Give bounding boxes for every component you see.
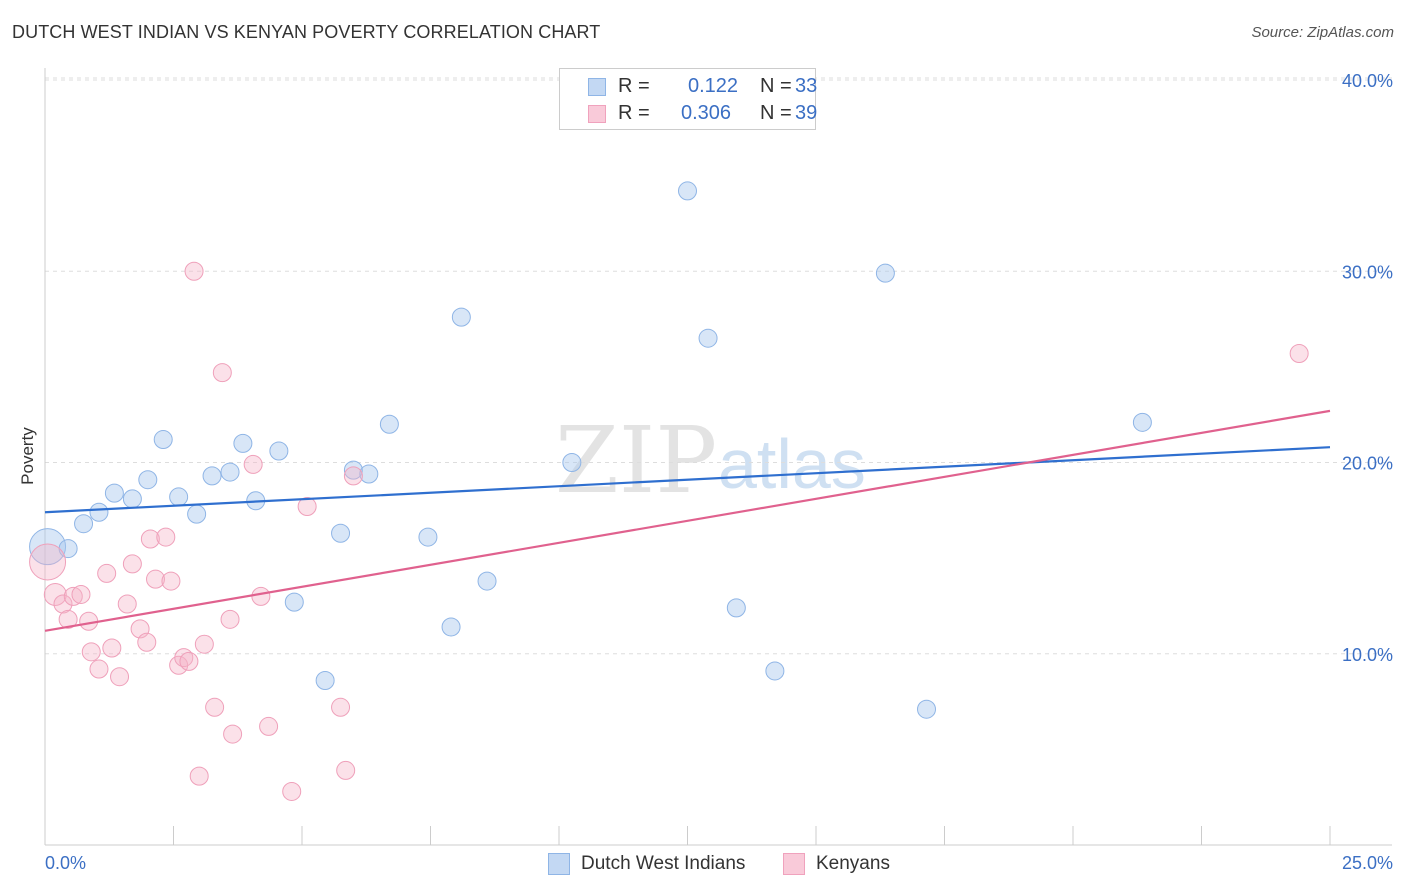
data-point: [146, 569, 166, 589]
data-point: [97, 563, 117, 583]
data-point: [1132, 412, 1152, 432]
data-point: [122, 554, 142, 574]
data-point: [284, 592, 304, 612]
data-point: [205, 697, 225, 717]
stats-legend: R = 0.122 N = 33 R = 0.306 N = 39: [559, 68, 818, 130]
data-point: [765, 661, 785, 681]
watermark-zip: ZIP: [555, 407, 717, 514]
data-point: [194, 634, 214, 654]
y-tick-label: 10.0%: [1342, 645, 1393, 665]
data-point: [89, 502, 109, 522]
data-point: [189, 766, 209, 786]
data-point: [71, 584, 91, 604]
data-point: [678, 181, 697, 201]
data-point: [212, 363, 232, 383]
data-point: [331, 697, 351, 717]
data-point: [53, 594, 73, 614]
watermark-atlas: atlas: [718, 425, 866, 503]
y-tick-label: 30.0%: [1342, 262, 1393, 282]
data-point: [117, 594, 137, 614]
data-point: [698, 328, 718, 348]
data-point: [220, 462, 240, 482]
data-point: [331, 523, 351, 543]
data-point: [43, 582, 67, 606]
data-point: [379, 414, 399, 434]
y-tick-label: 20.0%: [1342, 454, 1393, 474]
data-point: [917, 699, 937, 719]
legend-swatch-dutch-west-indians: [588, 78, 606, 96]
data-point: [156, 527, 176, 547]
data-point: [451, 307, 471, 327]
legend-r-value: 0.122: [688, 75, 739, 97]
legend-r-value: 0.306: [681, 102, 732, 124]
data-point: [29, 528, 67, 566]
data-point: [102, 638, 122, 658]
data-point: [29, 543, 67, 581]
data-point: [441, 617, 461, 637]
legend-n-label: N =: [760, 102, 792, 124]
legend-n-value: 33: [795, 75, 818, 97]
data-point: [153, 430, 173, 450]
data-point: [81, 642, 101, 662]
y-tick-label: 40.0%: [1342, 71, 1393, 91]
trendline-kenyans: [44, 409, 1331, 632]
data-point: [184, 261, 204, 281]
series-kenyans: [29, 261, 1309, 801]
x-tick-label: 25.0%: [1342, 853, 1393, 873]
data-point: [282, 781, 302, 801]
data-point: [243, 454, 263, 474]
data-point: [223, 724, 243, 744]
data-point: [343, 460, 363, 480]
data-point: [174, 648, 194, 668]
data-point: [161, 571, 181, 591]
data-point: [418, 527, 438, 547]
bottom-legend-label: Dutch West Indians: [581, 853, 746, 874]
data-point: [220, 609, 240, 629]
data-point: [297, 496, 317, 516]
legend-swatch-kenyans: [588, 105, 606, 123]
bottom-legend-label: Kenyans: [816, 853, 890, 874]
legend-r-label: R =: [618, 102, 650, 124]
data-point: [187, 504, 207, 524]
data-point: [137, 632, 157, 652]
data-point: [336, 760, 356, 780]
data-point: [251, 586, 271, 606]
data-point: [58, 609, 78, 629]
chart-title: DUTCH WEST INDIAN VS KENYAN POVERTY CORR…: [12, 22, 601, 42]
data-point: [179, 651, 199, 671]
data-point: [1289, 343, 1309, 363]
data-point: [202, 466, 222, 486]
legend-n-label: N =: [760, 75, 792, 97]
data-point: [74, 514, 94, 534]
data-point: [259, 716, 279, 736]
data-point: [233, 433, 253, 453]
legend-n-value: 39: [795, 102, 818, 124]
data-point: [89, 659, 109, 679]
data-point: [359, 464, 379, 484]
data-point: [110, 667, 130, 687]
bottom-legend-swatch-kenyans: [783, 853, 805, 875]
data-point: [562, 453, 582, 472]
data-point: [138, 470, 158, 490]
data-point: [122, 489, 142, 509]
bottom-legend-swatch-dutch-west-indians: [548, 853, 570, 875]
x-tick-label: 0.0%: [45, 853, 86, 873]
data-point: [63, 586, 83, 606]
data-point: [315, 671, 335, 691]
data-point: [726, 598, 746, 618]
series-dutch-west-indians: [29, 181, 1152, 719]
data-point: [343, 466, 363, 486]
data-point: [104, 483, 124, 503]
data-point: [269, 441, 289, 461]
data-point: [140, 529, 160, 549]
trendline-dutch-west-indians: [44, 446, 1331, 514]
source-label: Source: ZipAtlas.com: [1251, 24, 1394, 41]
legend-r-label: R =: [618, 75, 650, 97]
data-point: [875, 263, 895, 283]
data-point: [169, 487, 189, 507]
data-point: [477, 571, 497, 591]
